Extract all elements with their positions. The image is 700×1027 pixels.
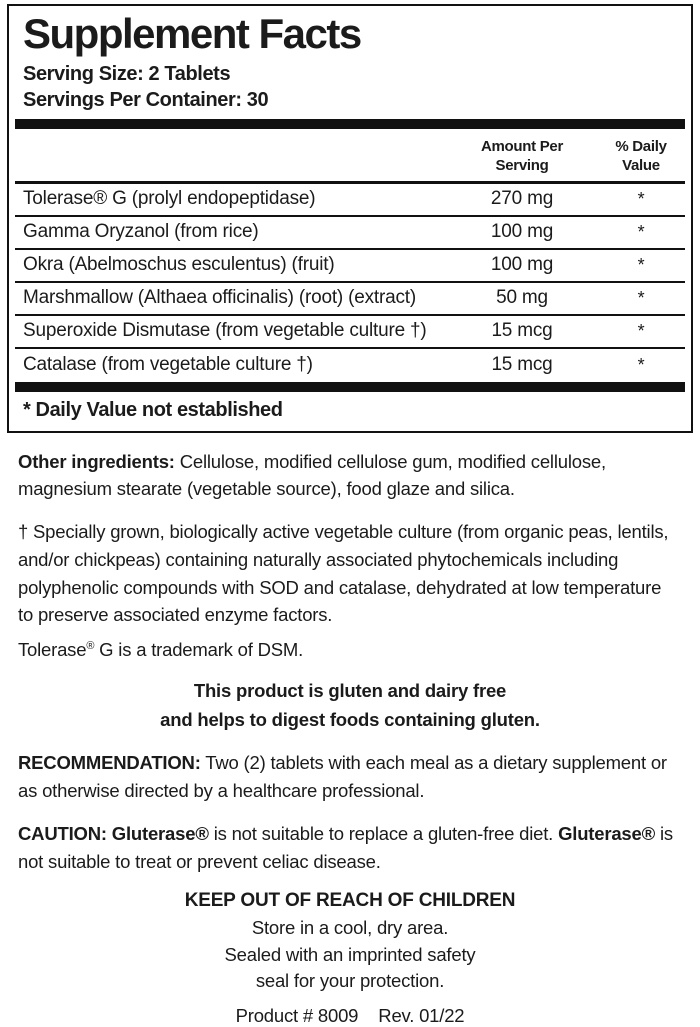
ingredient-amount: 100 mg <box>490 221 554 243</box>
ingredient-name: Catalase (from vegetable culture †) <box>23 354 313 376</box>
servings-per-container: Servings Per Container: 30 <box>23 88 269 111</box>
trademark-post: G is a trademark of DSM. <box>94 639 304 661</box>
gluten-statement-line1: This product is gluten and dairy free <box>193 679 507 701</box>
caution-text2: is not suitable to treat or prevent celi… <box>18 822 673 872</box>
trademark-note: Tolerase® G is a trademark of DSM. <box>18 636 681 664</box>
ingredient-amount: 50 mg <box>496 287 548 309</box>
caution-brand: Gluterase® <box>558 822 656 844</box>
amount-per-serving-header: Amount Per Serving <box>480 137 563 175</box>
table-row: Catalase (from vegetable culture †) 15 m… <box>15 349 685 382</box>
ingredient-name: Okra (Abelmoschus esculentus) (fruit) <box>23 254 335 276</box>
daily-value-header: % Daily Value <box>615 137 667 175</box>
storage-instructions: Store in a cool, dry area. Sealed with a… <box>7 915 693 994</box>
daily-value-footnote: * Daily Value not established <box>23 398 283 421</box>
other-ingredients-text: Cellulose, modified cellulose gum, modif… <box>18 450 606 500</box>
gluten-statement-line2: and helps to digest foods containing glu… <box>160 708 540 730</box>
table-row: Marshmallow (Althaea officinalis) (root)… <box>15 283 685 316</box>
ingredient-name: Tolerase® G (prolyl endopeptidase) <box>23 188 316 210</box>
product-number: Product # 8009 <box>235 1005 359 1027</box>
storage-line3: seal for your protection. <box>255 969 445 991</box>
ingredient-amount: 270 mg <box>490 188 554 210</box>
ingredient-daily-value: * <box>637 354 645 375</box>
caution-label: CAUTION: Gluterase® <box>18 822 209 844</box>
ingredient-amount: 100 mg <box>490 254 554 276</box>
table-row: Tolerase® G (prolyl endopeptidase) 270 m… <box>15 184 685 217</box>
recommendation-text: Two (2) tablets with each meal as a diet… <box>18 752 667 802</box>
table-row: Gamma Oryzanol (from rice) 100 mg * <box>15 217 685 250</box>
ingredient-daily-value: * <box>637 254 645 275</box>
ingredient-name: Marshmallow (Althaea officinalis) (root)… <box>23 287 416 309</box>
caution-text1: is not suitable to replace a gluten-free… <box>208 822 559 844</box>
other-ingredients-label: Other ingredients: <box>18 450 175 472</box>
ingredient-daily-value: * <box>637 221 645 242</box>
gluten-free-statement: This product is gluten and dairy free an… <box>7 677 693 734</box>
registered-mark: ® <box>86 640 95 653</box>
recommendation: RECOMMENDATION: Two (2) tablets with eac… <box>18 749 681 805</box>
table-header-row: Amount Per Serving % Daily Value <box>15 129 685 184</box>
panel-title: Supplement Facts <box>23 10 362 57</box>
recommendation-label: RECOMMENDATION: <box>18 752 201 774</box>
ingredient-name: Gamma Oryzanol (from rice) <box>23 221 259 243</box>
table-row: Okra (Abelmoschus esculentus) (fruit) 10… <box>15 250 685 283</box>
vegetable-culture-note: † Specially grown, biologically active v… <box>18 521 669 626</box>
other-ingredients: Other ingredients: Cellulose, modified c… <box>18 448 681 504</box>
storage-line1: Store in a cool, dry area. <box>251 917 449 939</box>
thick-divider-bottom <box>15 381 685 392</box>
ingredient-amount: 15 mcg <box>491 354 553 376</box>
supplement-facts-panel: Supplement Facts Serving Size: 2 Tablets… <box>7 4 693 433</box>
trademark-pre: Tolerase <box>18 639 87 661</box>
storage-line2: Sealed with an imprinted safety <box>224 943 476 965</box>
ingredient-daily-value: * <box>637 287 645 308</box>
product-info: Product # 8009 Rev. 01/22 <box>7 1005 693 1027</box>
ingredient-daily-value: * <box>637 320 645 341</box>
ingredient-table: Tolerase® G (prolyl endopeptidase) 270 m… <box>15 184 685 382</box>
ingredient-amount: 15 mcg <box>491 320 553 342</box>
ingredient-daily-value: * <box>637 188 645 209</box>
serving-size: Serving Size: 2 Tablets <box>23 62 231 85</box>
caution: CAUTION: Gluterase® is not suitable to r… <box>18 820 681 876</box>
thick-divider-top <box>15 118 685 129</box>
keep-out-of-reach-warning: KEEP OUT OF REACH OF CHILDREN <box>184 890 516 912</box>
ingredient-name: Superoxide Dismutase (from vegetable cul… <box>23 320 427 342</box>
revision: Rev. 01/22 <box>378 1005 465 1027</box>
table-row: Superoxide Dismutase (from vegetable cul… <box>15 316 685 349</box>
